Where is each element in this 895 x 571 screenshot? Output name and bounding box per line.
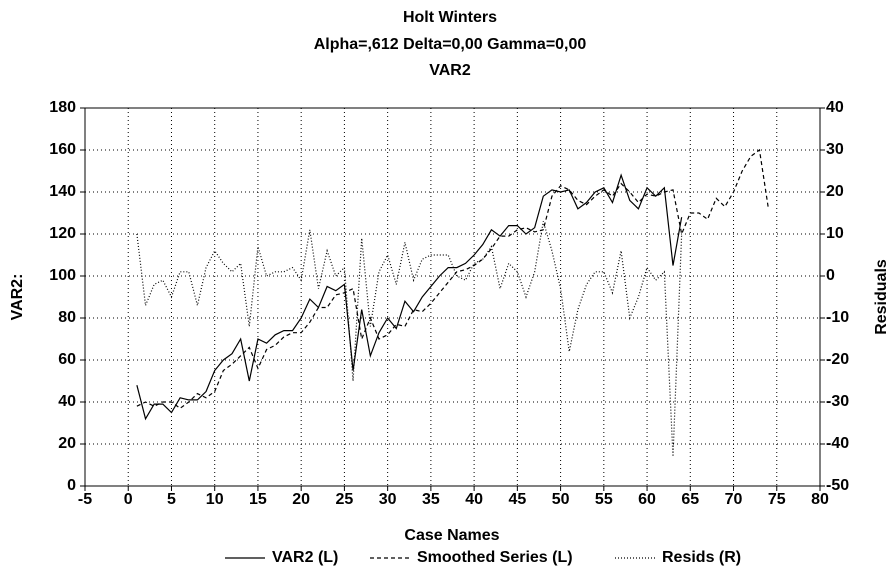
y2-tick-label: 30 xyxy=(826,141,844,158)
y-tick-label: 40 xyxy=(58,393,76,410)
series-line xyxy=(136,221,683,457)
y2-tick-label: -40 xyxy=(826,435,849,452)
legend-label: Resids (R) xyxy=(662,549,741,566)
y2-tick-label: 10 xyxy=(826,225,844,242)
y2-tick-label: -50 xyxy=(826,477,849,494)
series-line xyxy=(136,148,769,410)
y-tick-label: 180 xyxy=(49,99,76,116)
y2-tick-label: -10 xyxy=(826,309,849,326)
chart-subtitle: VAR2 xyxy=(429,62,471,79)
x-tick-label: 75 xyxy=(768,491,786,508)
x-tick-label: 15 xyxy=(249,491,267,508)
x-tick-label: 55 xyxy=(595,491,613,508)
y-tick-label: 60 xyxy=(58,351,76,368)
y-tick-label: 100 xyxy=(49,267,76,284)
x-tick-label: 70 xyxy=(725,491,743,508)
x-tick-label: 35 xyxy=(422,491,440,508)
x-tick-label: 80 xyxy=(811,491,829,508)
plot-frame xyxy=(84,107,821,487)
x-tick-label: 60 xyxy=(638,491,656,508)
y-tick-label: 160 xyxy=(49,141,76,158)
x-tick-label: 0 xyxy=(124,491,133,508)
y2-tick-label: -20 xyxy=(826,351,849,368)
legend-label: Smoothed Series (L) xyxy=(417,549,573,566)
y2-axis-label: Residuals xyxy=(873,259,890,335)
chart-title: Holt Winters xyxy=(403,9,497,26)
y2-tick-label: 40 xyxy=(826,99,844,116)
x-tick-label: 45 xyxy=(508,491,526,508)
x-tick-label: 65 xyxy=(681,491,699,508)
y2-tick-label: -30 xyxy=(826,393,849,410)
chart-subtitle: Alpha=,612 Delta=0,00 Gamma=0,00 xyxy=(314,36,587,53)
y-tick-label: 80 xyxy=(58,309,76,326)
series-line xyxy=(136,173,683,421)
x-tick-label: 20 xyxy=(292,491,310,508)
x-tick-label: 40 xyxy=(465,491,483,508)
x-axis-label: Case Names xyxy=(404,527,499,544)
y-tick-label: 20 xyxy=(58,435,76,452)
x-tick-label: 25 xyxy=(336,491,354,508)
x-tick-label: 50 xyxy=(552,491,570,508)
x-tick-label: 5 xyxy=(167,491,176,508)
y-tick-label: 0 xyxy=(67,477,76,494)
y-axis-label: VAR2: xyxy=(9,274,26,321)
y-tick-label: 120 xyxy=(49,225,76,242)
y2-tick-label: 20 xyxy=(826,183,844,200)
x-tick-label: 10 xyxy=(206,491,224,508)
y-tick-label: 140 xyxy=(49,183,76,200)
legend-label: VAR2 (L) xyxy=(272,549,338,566)
y2-tick-label: 0 xyxy=(826,267,835,284)
x-tick-label: 30 xyxy=(379,491,397,508)
x-tick-label: -5 xyxy=(78,491,92,508)
